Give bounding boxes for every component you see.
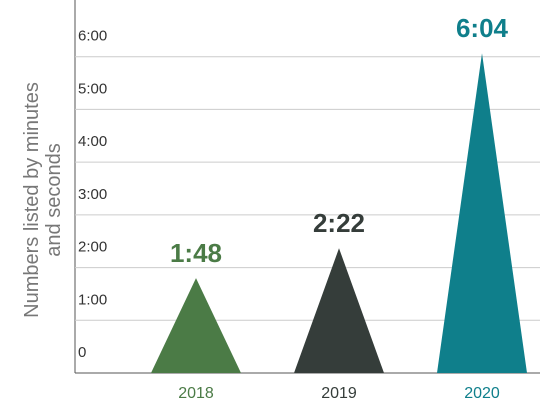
y-tick-label: 1:00 <box>78 291 107 308</box>
triangle-bar <box>151 278 241 373</box>
y-tick-label: 6:00 <box>78 28 107 45</box>
y-tick-label: 3:00 <box>78 186 107 203</box>
x-tick-label: 2018 <box>178 385 214 402</box>
x-tick-label: 2020 <box>464 385 500 402</box>
value-label: 6:04 <box>456 13 509 43</box>
value-label: 1:48 <box>170 238 222 268</box>
triangle-bar <box>437 53 527 373</box>
y-tick-label: 4:00 <box>78 133 107 150</box>
y-tick-label: 0 <box>78 344 86 361</box>
y-tick-label: 2:00 <box>78 239 107 256</box>
y-axis-label: and seconds <box>43 143 65 256</box>
x-tick-label: 2019 <box>321 385 357 402</box>
y-axis-label: Numbers listed by minutes <box>21 82 43 318</box>
triangle-bar <box>294 248 384 373</box>
y-tick-label: 5:00 <box>78 80 107 97</box>
value-label: 2:22 <box>313 208 365 238</box>
